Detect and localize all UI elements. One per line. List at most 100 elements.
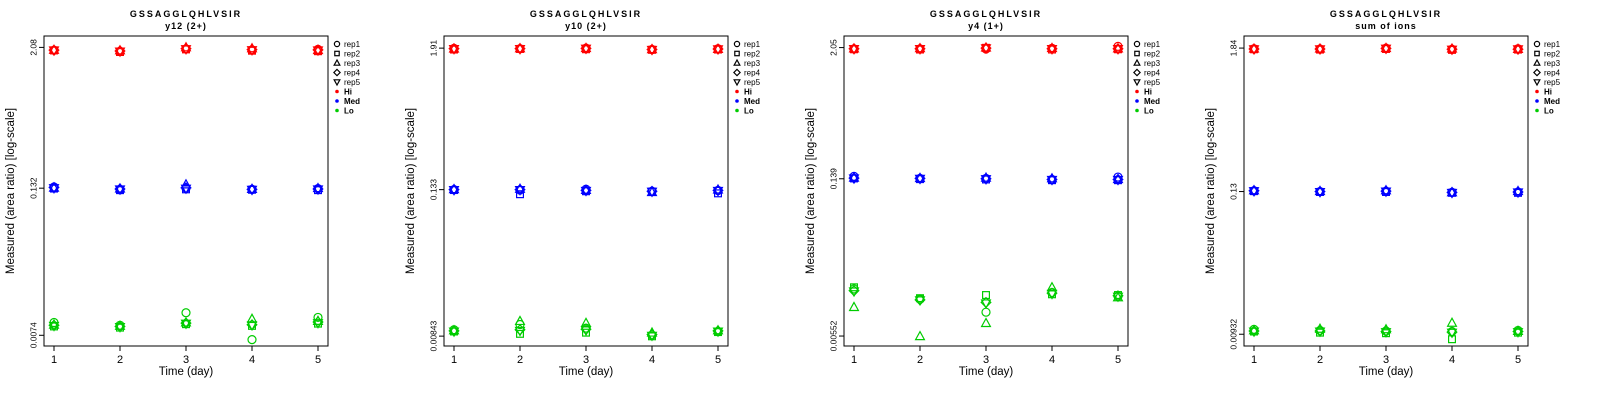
y-tick-label: 1.84 xyxy=(1229,40,1239,57)
data-point-marker xyxy=(914,172,926,183)
data-point-marker xyxy=(733,58,741,66)
plot-area: 1 2 3 4 5 2.08 0.132 0.0074 rep1rep2rep3rep4rep5… xyxy=(29,35,361,366)
data-point-marker xyxy=(734,50,740,57)
data-point-marker xyxy=(980,41,992,52)
x-tick-label: 2 xyxy=(917,354,923,366)
legend-rep-label: rep3 xyxy=(344,59,361,68)
data-point-marker xyxy=(1046,45,1058,55)
legend-level-dot xyxy=(1535,89,1539,94)
data-point-marker xyxy=(1446,42,1458,53)
legend-level-label: Med xyxy=(744,97,760,106)
data-point-marker xyxy=(1112,42,1124,53)
data-point-marker xyxy=(1446,317,1458,327)
y-tick-label: 0.00843 xyxy=(429,320,439,351)
x-tick-label: 4 xyxy=(1049,354,1055,366)
data-point-marker xyxy=(848,301,860,312)
data-point-marker xyxy=(1314,327,1326,338)
data-point-marker xyxy=(246,46,258,57)
x-tick-label: 3 xyxy=(583,354,589,366)
data-point-marker xyxy=(646,43,658,54)
legend-rep-label: rep3 xyxy=(1544,59,1561,68)
x-axis-label: Time (day) xyxy=(158,366,214,378)
chart-title: GSSAGGLQHLVSIR xyxy=(1329,9,1443,19)
plot-area: 1 2 3 4 5 1.91 0.133 0.00843 rep1rep2rep3rep4rep… xyxy=(429,35,761,366)
data-point-marker xyxy=(848,287,860,298)
data-point-marker xyxy=(1248,324,1260,335)
plot-frame xyxy=(1243,35,1529,347)
data-point-marker xyxy=(333,79,341,87)
data-point-marker xyxy=(1512,328,1524,338)
x-tick-label: 5 xyxy=(1515,354,1521,366)
data-point-marker xyxy=(448,186,460,196)
data-point-marker xyxy=(48,181,60,192)
x-tick-label: 3 xyxy=(183,354,189,366)
data-point-marker xyxy=(1314,185,1326,196)
legend-level-dot xyxy=(735,89,739,94)
plot-area: 1 2 3 4 5 1.84 0.13 0.00932 rep1rep2rep3rep4rep5… xyxy=(1229,35,1561,366)
data-point-marker xyxy=(514,182,526,193)
data-point-marker xyxy=(1446,45,1458,56)
data-point-marker xyxy=(580,44,592,55)
data-point-marker xyxy=(1314,42,1326,53)
legend-level-dot xyxy=(1135,108,1139,113)
legend-level-label: Hi xyxy=(1144,87,1152,96)
x-tick-label: 3 xyxy=(1383,354,1389,366)
data-point-marker xyxy=(580,184,592,195)
chart-subtitle: y10 (2+) xyxy=(565,21,607,31)
data-point-marker xyxy=(448,183,460,194)
data-point-marker xyxy=(514,186,526,196)
plot-frame xyxy=(43,35,329,347)
data-point-marker xyxy=(1112,173,1124,184)
data-point-marker xyxy=(848,171,860,182)
data-point-marker xyxy=(1512,325,1524,335)
data-point-marker xyxy=(247,335,257,345)
data-point-marker xyxy=(180,316,192,327)
data-point-marker xyxy=(1512,43,1524,53)
data-point-marker xyxy=(712,183,724,194)
data-point-marker xyxy=(312,182,324,193)
data-point-marker xyxy=(849,283,858,292)
data-point-marker xyxy=(914,45,926,55)
data-point-marker xyxy=(1533,79,1541,87)
legend-level-dot xyxy=(1535,108,1539,113)
data-point-marker xyxy=(448,324,460,335)
data-point-marker xyxy=(48,44,60,54)
data-point-marker xyxy=(515,329,524,338)
data-point-marker xyxy=(1446,188,1458,199)
data-point-marker xyxy=(580,326,592,337)
y-tick-label: 0.00552 xyxy=(829,320,839,351)
legend-level-dot xyxy=(1535,99,1539,103)
data-point-marker xyxy=(646,187,658,198)
data-point-marker xyxy=(312,44,324,55)
data-point-marker xyxy=(448,327,460,338)
data-point-marker xyxy=(848,45,860,55)
data-point-marker xyxy=(1512,188,1524,199)
legend-rep-label: rep4 xyxy=(344,68,361,77)
legend-rep-label: rep2 xyxy=(1544,49,1561,58)
data-point-marker xyxy=(114,320,126,330)
data-point-marker xyxy=(712,327,724,338)
chart-title: GSSAGGLQHLVSIR xyxy=(529,9,643,19)
x-tick-label: 1 xyxy=(451,354,457,366)
data-point-marker xyxy=(48,46,60,57)
data-point-marker xyxy=(114,185,126,196)
data-point-marker xyxy=(48,321,60,332)
data-point-marker xyxy=(1134,50,1140,57)
x-axis-label: Time (day) xyxy=(1358,366,1414,378)
x-tick-label: 4 xyxy=(1449,354,1455,366)
plot-area: 1 2 3 4 5 2.05 0.139 0.00552 rep1rep2rep3rep4rep… xyxy=(829,35,1161,366)
data-point-marker xyxy=(1112,175,1124,186)
legend-level-label: Hi xyxy=(344,87,352,96)
legend-level-label: Lo xyxy=(744,106,754,115)
y-tick-label: 0.133 xyxy=(429,179,439,201)
data-point-marker xyxy=(1046,281,1058,292)
chart-panel-y12: GSSAGGLQHLVSIR y12 (2+) Measured (area r… xyxy=(0,0,400,400)
legend-rep-label: rep5 xyxy=(344,78,361,87)
legend-level-label: Med xyxy=(1544,97,1560,106)
legend-rep-label: rep3 xyxy=(744,59,761,68)
legend-level-dot xyxy=(335,108,339,113)
data-point-marker xyxy=(980,44,992,55)
x-axis-label: Time (day) xyxy=(558,366,614,378)
legend-rep-label: rep5 xyxy=(744,78,761,87)
plot-frame xyxy=(443,35,729,347)
